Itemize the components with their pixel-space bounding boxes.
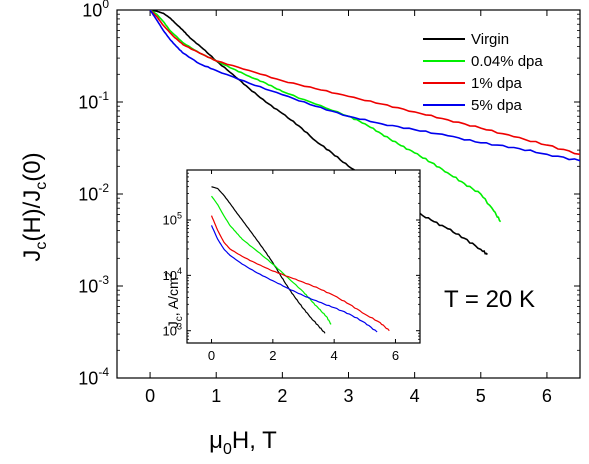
inset-series-5-dpa [210,225,378,333]
main-x-tick-label: 3 [343,386,353,406]
main-x-tick-label: 5 [476,386,486,406]
inset-series-0-04-dpa [211,195,332,325]
main-series-1-dpa [149,10,580,156]
main-y-tick-label: 10-2 [78,181,109,204]
y-axis-label: Jc(H)/Jc(0) [19,152,50,261]
inset-y-tick-label: 103 [163,321,182,338]
main-y-tick-label: 100 [82,0,109,20]
main-x-tick-label: 2 [277,386,287,406]
inset-plot: 0 2 4 6 103 104 105 [163,169,421,363]
main-x-tick-label: 0 [145,386,155,406]
inset-x-tick-label: 6 [392,348,399,363]
inset-y-tick-label: 104 [163,266,182,283]
legend-label: 1% dpa [471,75,523,92]
inset-plot-frame [186,169,421,344]
main-y-tick-label: 10-4 [78,365,109,388]
legend-label: 0.04% dpa [471,53,543,70]
inset-series-1-dpa [210,215,390,332]
inset-x-tick-label: 0 [208,348,215,363]
main-series-0-04-dpa [149,10,502,223]
main-y-tick-label: 10-3 [78,273,109,296]
main-plot: 0 1 2 3 4 5 6 100 10-1 10-2 10-3 10-4 Virgin 0.04% dp… [78,0,581,406]
inset-y-tick-label: 105 [163,211,182,228]
temperature-annotation: T = 20 K [444,286,535,313]
main-series-5-dpa [149,10,580,162]
inset-x-tick-label: 2 [269,348,276,363]
legend-label: Virgin [471,31,509,48]
main-x-tick-label: 6 [542,386,552,406]
main-x-tick-label: 1 [211,386,221,406]
legend-label: 5% dpa [471,97,523,114]
main-x-tick-label: 4 [410,386,420,406]
inset-series-virgin [211,186,326,334]
inset-y-axis-label: Jc, A/cm2 [164,271,185,328]
main-y-tick-label: 10-1 [78,89,109,112]
x-axis-label: μ0H, T [209,427,277,458]
main-series-virgin [149,10,488,256]
inset-x-tick-label: 4 [331,348,338,363]
